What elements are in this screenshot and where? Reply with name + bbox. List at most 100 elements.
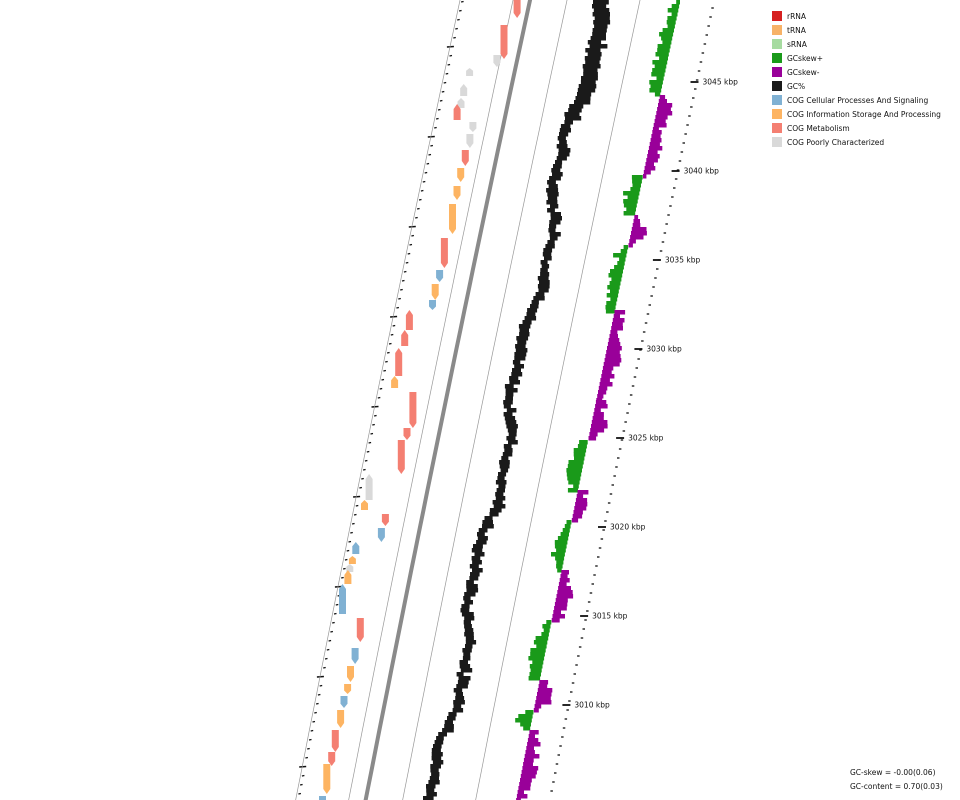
inner-tick — [453, 36, 456, 39]
gc-bar — [578, 84, 597, 89]
gc-bar — [438, 732, 447, 737]
skew-bar — [656, 76, 664, 81]
skew-bar — [559, 578, 570, 583]
skew-bar — [657, 48, 670, 53]
skew-bar — [538, 684, 548, 689]
inner-tick — [330, 630, 334, 633]
legend-swatch — [772, 11, 782, 21]
gc-bar — [423, 796, 434, 800]
legend-label: COG Cellular Processes And Signaling — [787, 95, 929, 105]
skew-bar — [671, 12, 678, 17]
skew-bar — [662, 28, 674, 33]
legend-swatch — [772, 81, 782, 91]
gc-bar — [505, 392, 514, 397]
gc-bar — [526, 312, 536, 317]
skew-bar — [517, 790, 524, 795]
skew-bar — [643, 174, 647, 179]
inner-tick — [351, 522, 355, 525]
skew-bar — [612, 318, 625, 323]
skew-bar — [606, 350, 620, 355]
gene-arrow — [431, 284, 439, 300]
gc-bar — [500, 468, 509, 473]
inner-tick — [383, 369, 387, 372]
inner-tick — [430, 144, 434, 147]
inner-tick — [428, 153, 432, 156]
skew-bar — [603, 362, 620, 367]
inner-tick — [441, 90, 445, 93]
gc-bar — [560, 124, 571, 129]
skew-bar — [535, 700, 552, 705]
gc-bar — [464, 624, 472, 629]
skew-bar — [533, 640, 548, 645]
inner-tick — [458, 9, 462, 12]
skew-bar — [607, 342, 621, 347]
gene-arrow — [457, 168, 465, 182]
inner-tick — [381, 378, 385, 381]
gc-bar — [466, 580, 474, 585]
skew-bar — [526, 746, 534, 751]
gene-arrow — [500, 25, 508, 59]
gc-bar — [558, 148, 571, 153]
gene-arrow — [409, 392, 417, 428]
legend-swatch — [772, 109, 782, 119]
skew-bar — [655, 115, 668, 120]
inner-tick — [424, 171, 428, 174]
guide-line — [348, 0, 514, 800]
gc-bar — [549, 220, 561, 225]
gc-bar — [502, 452, 513, 457]
gc-bar — [503, 444, 512, 449]
gc-bar — [495, 492, 504, 497]
skew-bar — [532, 660, 544, 665]
gc-bar — [464, 592, 476, 597]
gc-bar — [585, 60, 600, 65]
inner-tick — [364, 459, 368, 462]
skew-bar — [614, 265, 624, 270]
gc-bar — [547, 196, 558, 201]
gc-bar — [472, 560, 482, 565]
gc-bar — [497, 476, 505, 481]
legend-item-gcskew-plus: GCskew+ — [772, 51, 941, 65]
gene-arrow — [319, 796, 326, 800]
gene-arrow — [493, 55, 501, 67]
skew-bar — [568, 480, 580, 485]
inner-tick — [305, 756, 309, 759]
gc-bar — [593, 0, 609, 5]
skew-bar — [566, 472, 582, 477]
skew-bar — [588, 436, 597, 441]
inner-tick — [386, 351, 390, 354]
inner-tick — [434, 126, 437, 129]
inner-tick — [373, 414, 377, 417]
skew-bar — [599, 382, 613, 387]
gc-bar — [506, 436, 516, 441]
skew-bar — [653, 123, 667, 128]
gene-arrow — [365, 474, 373, 500]
inner-tick — [449, 54, 453, 57]
inner-tick — [455, 27, 458, 30]
skew-bar — [598, 386, 608, 391]
outer-scale-ticks: 3045 kbp 3040 kbp 3035 kbp 3030 kbp 3025 kbp… — [550, 7, 739, 792]
skew-bar — [567, 464, 583, 469]
skew-bar — [579, 440, 588, 445]
gc-bar — [547, 208, 555, 213]
gc-bar — [514, 356, 526, 361]
skew-bar — [598, 390, 607, 395]
skew-bar — [560, 532, 569, 537]
tick-label: 3045 kbp — [703, 78, 739, 87]
gc-bar — [593, 8, 610, 13]
skew-bar — [671, 4, 680, 9]
gc-bar — [581, 76, 598, 81]
inner-tick — [348, 540, 352, 543]
gc-bar — [464, 600, 473, 605]
skew-bar — [659, 56, 668, 61]
skew-bar — [594, 408, 601, 413]
inner-tick — [426, 162, 430, 165]
guide-line — [295, 0, 461, 800]
gc-bar — [530, 304, 539, 309]
skew-bar — [566, 520, 572, 525]
gc-bar — [431, 752, 443, 757]
gc-bar — [559, 140, 567, 145]
gc-bar — [587, 52, 602, 57]
legend-item-cog-poorly: COG Poorly Characterized — [772, 135, 941, 149]
skew-bar — [632, 183, 641, 188]
gc-bar — [504, 448, 513, 453]
